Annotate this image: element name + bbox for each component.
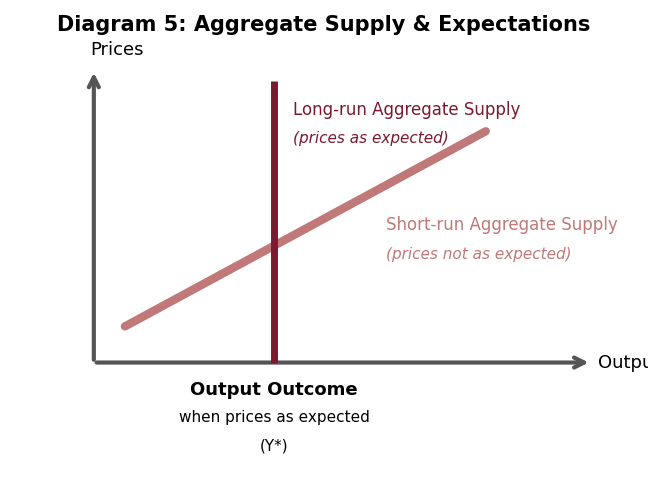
Text: Long-run Aggregate Supply: Long-run Aggregate Supply bbox=[293, 100, 520, 119]
Text: Output: Output bbox=[597, 353, 648, 372]
Text: (Y*): (Y*) bbox=[260, 439, 288, 453]
Title: Diagram 5: Aggregate Supply & Expectations: Diagram 5: Aggregate Supply & Expectatio… bbox=[57, 15, 591, 35]
Text: (prices not as expected): (prices not as expected) bbox=[386, 247, 572, 262]
Text: when prices as expected: when prices as expected bbox=[179, 409, 369, 425]
Text: (prices as expected): (prices as expected) bbox=[293, 131, 448, 146]
Text: Short-run Aggregate Supply: Short-run Aggregate Supply bbox=[386, 216, 618, 234]
Text: Prices: Prices bbox=[91, 41, 145, 59]
Text: Output Outcome: Output Outcome bbox=[191, 381, 358, 398]
